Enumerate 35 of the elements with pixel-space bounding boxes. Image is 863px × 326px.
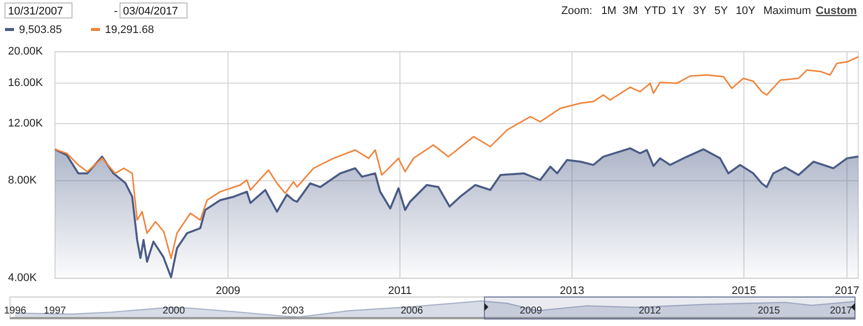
text: 03/04/2017 (123, 6, 178, 18)
y-tick-label: 12.00K (8, 118, 44, 130)
x-tick-label: 2012 (638, 306, 662, 317)
x-tick-label: 2015 (732, 284, 756, 297)
text: 1Y (672, 5, 686, 17)
text: Custom (816, 5, 857, 17)
text: 1M (601, 5, 616, 17)
x-tick-label: 2017 (834, 284, 860, 297)
text: Maximum (763, 5, 812, 17)
x-tick-label: 1997 (44, 306, 66, 317)
legend-label: 19,291.68 (105, 24, 154, 36)
y-tick-label: 20.00K (8, 46, 44, 58)
x-tick-label: 2013 (560, 284, 584, 297)
x-tick-label: 1996 (4, 306, 27, 317)
x-tick-label: 2017 (830, 306, 853, 317)
x-tick-label: 2000 (162, 306, 186, 317)
text: 3M (622, 5, 638, 17)
line-series (54, 56, 860, 260)
y-tick-label: 16.00K (8, 77, 44, 90)
x-tick-label: 2011 (388, 284, 412, 297)
y-tick-label: 4.00K (8, 272, 38, 284)
text: YTD (644, 5, 666, 17)
text: 5Y (714, 5, 729, 17)
text: - (114, 6, 118, 18)
text: Zoom: (561, 5, 592, 17)
x-tick-label: 2003 (282, 306, 304, 317)
x-tick-label: 2009 (216, 284, 240, 297)
x-tick-label: 2006 (400, 306, 424, 317)
text: 3Y (693, 5, 708, 17)
x-tick-label: 2009 (520, 306, 542, 317)
x-tick-label: 2015 (758, 306, 780, 317)
y-tick-label: 8.00K (8, 174, 38, 187)
text: 10Y (736, 5, 756, 17)
text: 10/31/2007 (8, 6, 64, 18)
legend-label: 9,503.85 (19, 24, 62, 36)
